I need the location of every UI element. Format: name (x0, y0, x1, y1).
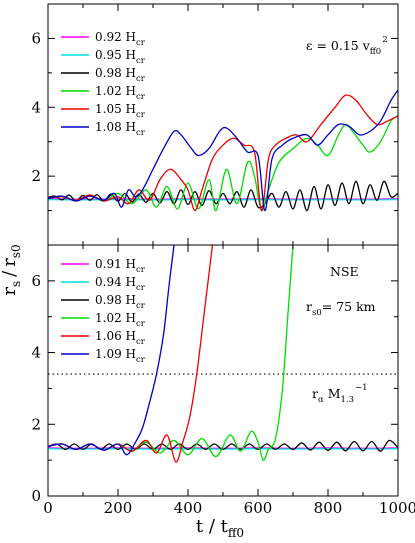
x-tick-label: 600 (244, 499, 273, 517)
annotation-sup: 2 (382, 35, 387, 45)
series-line-1-08-hcr (48, 89, 398, 212)
annotation-ralpha: rα M1.3−1 (312, 383, 368, 405)
legend-label-main: 0.95 H (95, 48, 136, 62)
annotation-main: r (306, 299, 312, 314)
legend-label-sub: cr (136, 128, 146, 138)
legend-label: 0.98 Hcr (95, 66, 146, 84)
legend-label-main: 1.06 H (95, 329, 136, 343)
legend-label: 1.09 Hcr (95, 347, 146, 365)
legend-label-sub: cr (136, 56, 146, 66)
legend-label-main: 0.98 H (95, 293, 136, 307)
legend-label-sub: cr (136, 92, 146, 102)
y-tick-label: 6 (31, 272, 41, 290)
series-line-1-05-hcr (48, 94, 398, 212)
legend-label-sub: cr (136, 265, 146, 275)
x-tick-label: 800 (314, 499, 343, 517)
y-label-sub2: s0 (9, 244, 23, 258)
annotation-sub: ff0 (370, 47, 381, 57)
annotation-sub: s0 (312, 308, 322, 318)
legend-label-main: 0.94 H (95, 275, 136, 289)
y-tick-label: 0 (31, 487, 41, 505)
x-tick-label: 0 (43, 499, 53, 517)
legend-label-main: 0.98 H (95, 66, 136, 80)
legend-label-sub: cr (136, 355, 146, 365)
legend-label-main: 0.91 H (95, 257, 136, 271)
y-tick-label: 4 (31, 98, 41, 116)
legend-label: 1.08 Hcr (95, 120, 146, 138)
x-tick-label: 400 (174, 499, 203, 517)
legend-label: 0.95 Hcr (95, 48, 146, 66)
x-axis-label: t / tff0 (196, 516, 244, 540)
y-tick-label: 2 (31, 415, 41, 433)
series-group (48, 245, 398, 463)
y-tick-label: 2 (31, 167, 41, 185)
series-line-0-98-hcr (48, 439, 398, 452)
y-label-main: r (0, 287, 20, 296)
legend-label-main: 1.02 H (95, 311, 136, 325)
legend-label: 1.05 Hcr (95, 102, 146, 120)
series-group (48, 89, 398, 212)
y-label-main2: r (0, 258, 20, 267)
legend-label-sub: cr (136, 110, 146, 120)
legend-label: 0.92 Hcr (95, 30, 146, 48)
legend-label-sub: cr (136, 283, 146, 293)
legend-label: 0.98 Hcr (95, 293, 146, 311)
legend-label-main: 0.92 H (95, 30, 136, 44)
x-tick-label: 1000 (379, 499, 415, 517)
annotation-sub: α (318, 395, 324, 405)
legend-label-main: 1.05 H (95, 102, 136, 116)
annotation-main: ε = 0.15 v (306, 38, 371, 53)
y-tick-label: 6 (31, 29, 41, 47)
annotation-nse: NSE (330, 264, 359, 279)
legend-label: 1.06 Hcr (95, 329, 146, 347)
legend-label: 0.91 Hcr (95, 257, 146, 275)
x-tick-label: 200 (104, 499, 133, 517)
x-label-sub: ff0 (228, 526, 244, 540)
y-tick-label: 4 (31, 344, 41, 362)
series-line-0-98-hcr (48, 180, 398, 212)
annotation-main: r (312, 386, 318, 401)
series-line-1-09-hcr (48, 245, 175, 456)
annotation-tail: M (324, 386, 341, 401)
legend-label-main: 1.09 H (95, 347, 136, 361)
legend-label: 1.02 Hcr (95, 84, 146, 102)
x-label-main: t / t (196, 516, 229, 537)
y-label-slash: / (0, 270, 20, 277)
annotation-eps: ε = 0.15 vff02 (306, 35, 388, 57)
legend-label-sub: cr (136, 337, 146, 347)
legend-label-sub: cr (136, 319, 146, 329)
legend-label-main: 1.08 H (95, 120, 136, 134)
legend-label-sub: cr (136, 301, 146, 311)
y-label-sub: s (9, 281, 23, 287)
legend-label-main: 1.02 H (95, 84, 136, 98)
legend-label-sub: cr (136, 38, 146, 48)
annotation-main: NSE (330, 264, 359, 279)
annotation-sup: −1 (355, 383, 368, 393)
legend-label-sub: cr (136, 74, 146, 84)
legend-label: 1.02 Hcr (95, 311, 146, 329)
annotation-rs0: rs0= 75 km (306, 299, 376, 318)
annotation-tail: = 75 km (322, 299, 376, 314)
legend-label: 0.94 Hcr (95, 275, 146, 293)
y-axis-label: rs/rs0 (0, 244, 23, 295)
annotation-tail-sub: 1.3 (341, 395, 355, 405)
